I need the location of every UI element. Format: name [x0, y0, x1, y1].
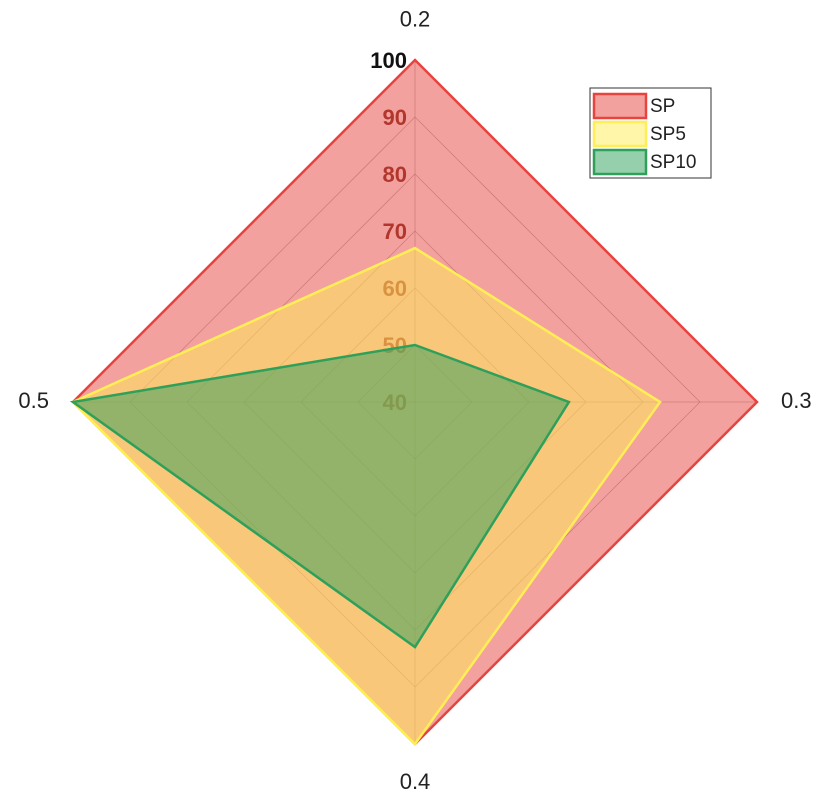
series-area: [69, 343, 571, 649]
legend-label: SP10: [650, 152, 696, 173]
legend-swatch: [592, 120, 648, 148]
legend-label: SP5: [650, 124, 686, 145]
legend-label: SP: [650, 96, 675, 117]
r-tick-label: 100: [370, 48, 407, 73]
legend-swatch: [592, 148, 648, 176]
category-label: 0.3: [781, 388, 812, 413]
category-label: 0.4: [400, 769, 431, 794]
category-label: 0.5: [18, 388, 49, 413]
category-label: 0.2: [400, 6, 431, 31]
legend-swatch: [592, 92, 648, 120]
